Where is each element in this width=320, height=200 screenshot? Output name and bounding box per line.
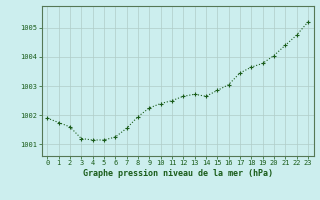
X-axis label: Graphe pression niveau de la mer (hPa): Graphe pression niveau de la mer (hPa): [83, 169, 273, 178]
